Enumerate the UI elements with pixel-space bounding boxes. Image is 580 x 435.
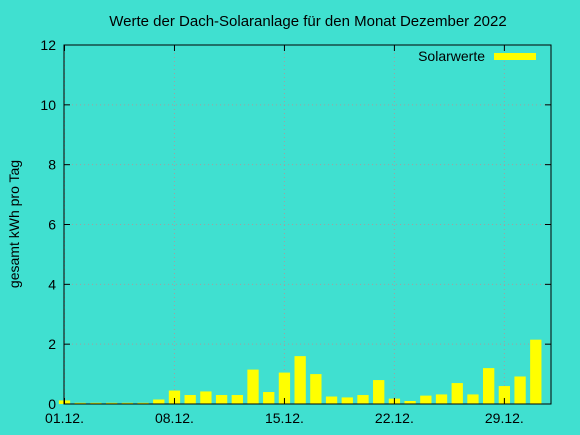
y-tick-label: 8	[48, 157, 56, 173]
bar-12.12.	[231, 395, 243, 404]
y-tick-label: 2	[48, 336, 56, 352]
bar-27.12.	[467, 394, 479, 404]
y-tick-label: 12	[40, 37, 56, 53]
bar-18.12.	[325, 396, 338, 404]
bar-06.12.	[137, 402, 149, 404]
bar-14.12.	[263, 392, 275, 404]
bar-21.12.	[373, 380, 385, 404]
x-tick-label: 08.12.	[155, 410, 194, 426]
bar-07.12.	[153, 399, 165, 404]
x-tick-label: 15.12.	[265, 410, 304, 426]
bar-25.12.	[435, 394, 448, 404]
bar-09.12.	[184, 395, 196, 404]
bar-24.12.	[420, 395, 432, 404]
bar-23.12.	[404, 401, 416, 404]
y-tick-label: 10	[40, 97, 56, 113]
axes	[63, 44, 552, 405]
bar-20.12.	[357, 395, 369, 404]
bar-11.12.	[215, 395, 228, 404]
y-tick-label: 4	[48, 276, 56, 292]
bar-10.12.	[200, 391, 212, 404]
bar-30.12.	[514, 376, 526, 404]
bar-05.12.	[121, 402, 133, 404]
bar-16.12.	[294, 356, 306, 404]
y-tick-label: 6	[48, 217, 56, 233]
tick-labels: 0 2 4 6 8 10 12 01.12. 08.12. 15.12. 22.12. 29.12.	[40, 37, 523, 426]
bar-04.12.	[105, 402, 118, 404]
legend-swatch	[494, 53, 536, 60]
bar-28.12.	[483, 368, 495, 404]
bar-26.12.	[451, 383, 463, 404]
x-tick-label: 29.12.	[485, 410, 524, 426]
chart-title: Werte der Dach-Solaranlage für den Monat…	[109, 13, 506, 30]
legend-label: Solarwerte	[418, 48, 485, 64]
y-axis-label: gesamt kWh pro Tag	[6, 160, 22, 288]
x-tick-label: 01.12.	[45, 410, 84, 426]
bar-31.12.	[530, 339, 542, 404]
bar-03.12.	[90, 402, 102, 404]
bar-13.12.	[247, 369, 259, 404]
x-tick-label: 22.12.	[375, 410, 414, 426]
bar-19.12.	[341, 397, 353, 404]
bar-08.12.	[168, 390, 181, 404]
bar-15.12.	[278, 372, 291, 404]
bar-29.12.	[498, 386, 511, 404]
legend: Solarwerte	[418, 48, 536, 64]
bar-17.12.	[310, 374, 322, 404]
bar-02.12.	[74, 402, 86, 404]
y-tick-label: 0	[48, 396, 56, 412]
plot-frame	[63, 44, 552, 405]
